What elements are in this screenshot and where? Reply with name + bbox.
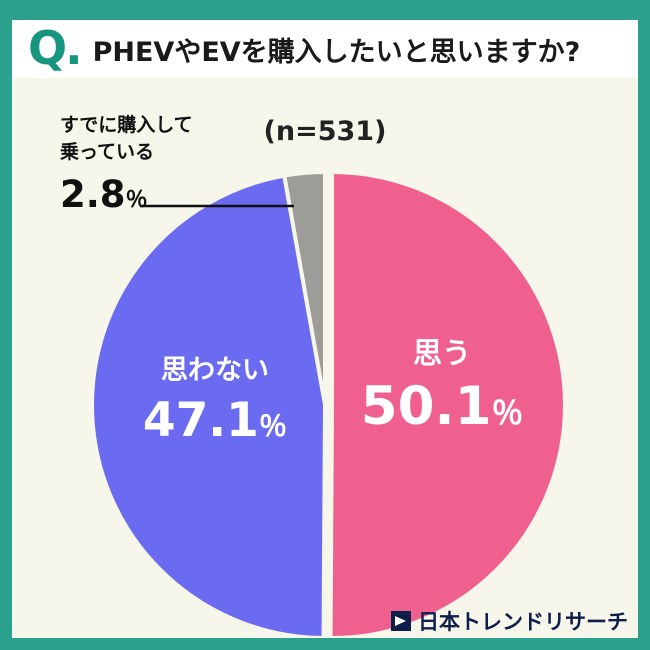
sample-size-label: (n=531) xyxy=(263,116,387,147)
pie-slice-1 xyxy=(90,173,327,638)
slice-percent: 47.1％ xyxy=(108,393,322,448)
slice-label-omou: 思う 50.1％ xyxy=(340,330,544,437)
chart-canvas: Q. PHEVやEVを購入したいと思いますか? (n=531) すでに購入して … xyxy=(12,20,638,638)
slice-percent-value: 47.1 xyxy=(142,393,259,448)
header: Q. PHEVやEVを購入したいと思いますか? xyxy=(12,20,638,78)
slice-label-omowanai: 思わない 47.1％ xyxy=(108,348,322,448)
percent-sign: ％ xyxy=(491,395,524,432)
slice-percent-value: 50.1 xyxy=(360,376,492,437)
callout-label-line1: すでに購入して xyxy=(60,114,193,136)
callout-label: すでに購入して 乗っている xyxy=(60,112,193,165)
slice-percent: 50.1％ xyxy=(340,376,544,437)
callout-already-own: すでに購入して 乗っている 2.8％ xyxy=(60,112,193,216)
percent-sign: ％ xyxy=(125,187,148,214)
callout-label-line2: 乗っている xyxy=(60,140,155,163)
slice-name: 思わない xyxy=(161,355,269,386)
callout-percent-value: 2.8 xyxy=(60,173,126,217)
brand-name: 日本トレンドリサーチ xyxy=(418,610,628,634)
question-mark-badge: Q. xyxy=(28,21,83,76)
page-title: PHEVやEVを購入したいと思いますか? xyxy=(92,36,581,68)
pie-chart xyxy=(90,170,568,638)
brand: 日本トレンドリサーチ xyxy=(391,606,628,636)
pie-slice-0 xyxy=(328,170,568,638)
callout-percent: 2.8％ xyxy=(60,173,193,216)
slice-name: 思う xyxy=(412,336,471,370)
percent-sign: ％ xyxy=(258,410,288,443)
brand-logo-icon xyxy=(391,611,411,631)
